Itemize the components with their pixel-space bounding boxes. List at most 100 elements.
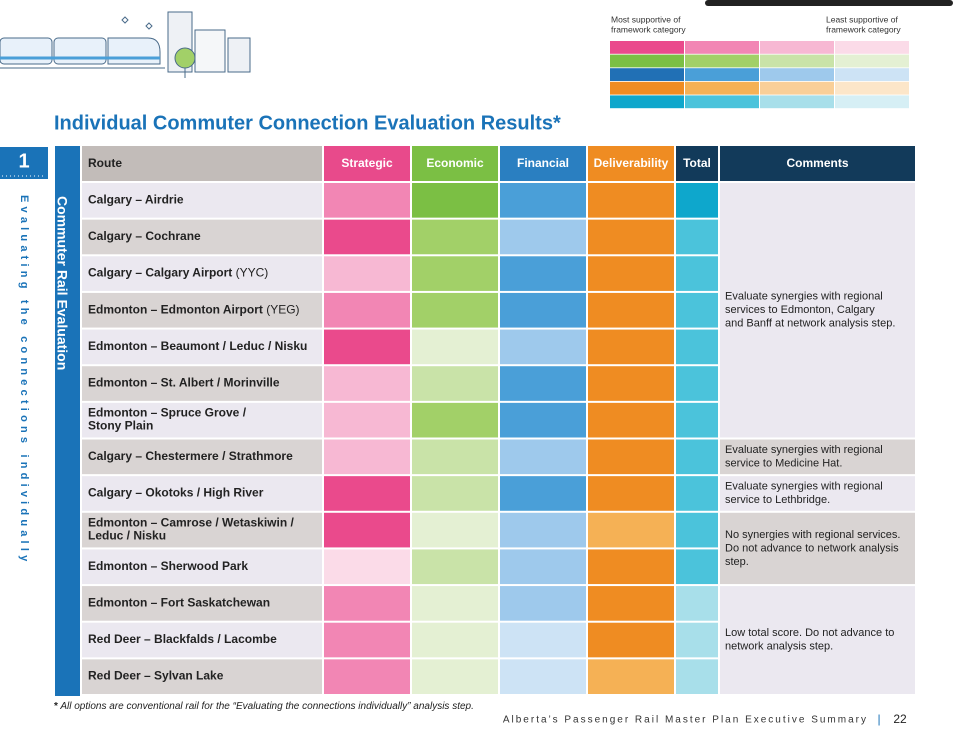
route-code: (YYC): [236, 266, 269, 280]
rating-cell: [412, 659, 498, 694]
rating-cell: [324, 622, 410, 658]
route-name: Calgary – Chestermere / Strathmore: [88, 449, 293, 463]
route-cell: [82, 622, 322, 658]
rating-cell: [588, 622, 674, 658]
rating-cell: [412, 586, 498, 621]
legend-swatch: [835, 68, 909, 81]
legend-swatch: [835, 81, 909, 95]
comment-text: and Banff at network analysis step.: [725, 318, 895, 330]
rating-cell: [324, 512, 410, 548]
comment-cell: [720, 439, 915, 475]
rating-cell: [588, 329, 674, 365]
route-name-line: Edmonton – Beaumont / Leduc / Nisku: [88, 339, 307, 353]
comment-cell: [720, 183, 915, 438]
rating-cell: [324, 659, 410, 694]
rating-cell: [676, 622, 718, 658]
route-name-line: Edmonton – Camrose / Wetaskiwin /: [88, 516, 294, 530]
rating-cell: [500, 256, 586, 291]
rating-cell: [588, 439, 674, 475]
comment-text: Evaluate synergies with regional: [725, 444, 883, 456]
header-label: Route: [88, 156, 122, 170]
rating-cell: [324, 549, 410, 585]
rating-cell: [324, 329, 410, 365]
rating-cell: [676, 659, 718, 694]
legend-least: Least supportive of: [826, 14, 898, 24]
comment-text: Do not advance to network analysis: [725, 542, 899, 554]
rating-cell: [500, 549, 586, 585]
header-cell: [500, 146, 586, 181]
rating-cell: [324, 476, 410, 511]
comment-cell: [720, 476, 915, 511]
route-name-line: Calgary – Cochrane: [88, 229, 201, 243]
route-name: Calgary – Airdrie: [88, 192, 184, 206]
route-cell: [82, 366, 322, 401]
legend-swatch: [685, 54, 759, 68]
comment-text: Evaluate synergies with regional: [725, 291, 883, 303]
route-cell: [82, 402, 322, 438]
rating-cell: [500, 476, 586, 511]
route-name: Edmonton – Edmonton Airport (YEG): [88, 302, 300, 316]
route-cell: [82, 549, 322, 585]
page-title: Individual Commuter Connection Evaluatio…: [54, 112, 561, 134]
footnote-mark: *: [54, 701, 58, 712]
rating-cell: [324, 183, 410, 218]
route-name-line: Edmonton – St. Albert / Morinville: [88, 376, 280, 390]
comment-text: Evaluate synergies with regional: [725, 481, 883, 493]
footer-separator: |: [877, 712, 880, 726]
header-cell: [720, 146, 915, 181]
legend-swatch: [610, 68, 684, 81]
legend-swatch: [760, 54, 834, 68]
rating-cell: [500, 622, 586, 658]
route-name: Edmonton – Fort Saskatchewan: [88, 596, 270, 610]
legend-swatch: [610, 41, 684, 54]
rating-cell: [412, 439, 498, 475]
rating-cell: [412, 512, 498, 548]
comment-cell: [720, 512, 915, 585]
route-name-line: Calgary – Chestermere / Strathmore: [88, 449, 293, 463]
section-number: 1: [18, 150, 29, 172]
comment-text: Low total score. Do not advance to: [725, 627, 894, 639]
rating-cell: [676, 219, 718, 255]
rating-cell: [676, 476, 718, 511]
legend-swatch: [760, 41, 834, 54]
legend-swatch: [760, 81, 834, 95]
header-cell: [324, 146, 410, 181]
rating-cell: [676, 549, 718, 585]
rating-cell: [676, 183, 718, 218]
header-cell: [82, 146, 322, 181]
footer-text: Alberta’s Passenger Rail Master Plan Exe…: [503, 715, 868, 726]
rating-cell: [500, 183, 586, 218]
route-cell: [82, 329, 322, 365]
route-cell: [82, 659, 322, 694]
rating-cell: [324, 292, 410, 328]
rating-cell: [324, 219, 410, 255]
footnote-text: All options are conventional rail for th…: [59, 701, 474, 712]
rating-cell: [500, 659, 586, 694]
route-cell: [82, 183, 322, 218]
route-cell: [82, 586, 322, 621]
rating-cell: [676, 292, 718, 328]
legend-most: framework category: [611, 24, 686, 34]
header-cell: [676, 146, 718, 181]
rating-cell: [500, 439, 586, 475]
route-cell: [82, 476, 322, 511]
rating-cell: [588, 366, 674, 401]
rating-cell: [412, 476, 498, 511]
route-cell: [82, 256, 322, 291]
rating-cell: [588, 549, 674, 585]
rating-cell: [324, 439, 410, 475]
route-name-line: Stony Plain: [88, 419, 153, 433]
legend-swatch: [610, 54, 684, 68]
rating-cell: [588, 512, 674, 548]
route-name: Red Deer – Sylvan Lake: [88, 669, 224, 683]
route-name: Edmonton – Camrose / Wetaskiwin /: [88, 516, 294, 530]
route-cell: [82, 512, 322, 548]
footnote: * All options are conventional rail for …: [54, 701, 474, 712]
rating-cell: [676, 402, 718, 438]
route-name: Calgary – Okotoks / High River: [88, 486, 264, 500]
route-name-line: Leduc / Nisku: [88, 529, 166, 543]
rating-cell: [500, 586, 586, 621]
route-name-line: Red Deer – Sylvan Lake: [88, 669, 224, 683]
header-cell: [412, 146, 498, 181]
